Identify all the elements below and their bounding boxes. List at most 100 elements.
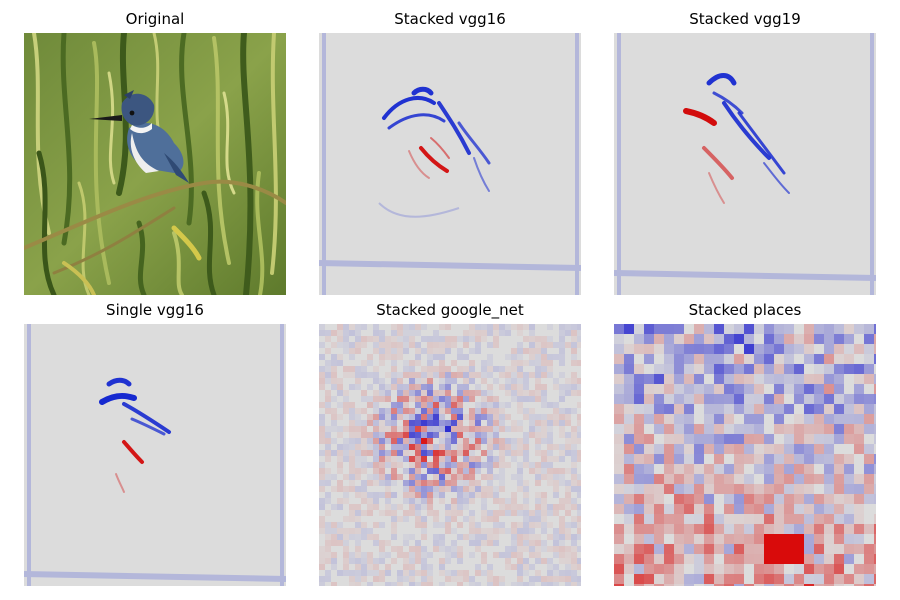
heatmap-cell	[553, 420, 559, 426]
heatmap-cell	[523, 504, 529, 510]
heatmap-cell	[784, 374, 794, 384]
heatmap-cell	[361, 468, 367, 474]
heatmap-cell	[614, 444, 624, 454]
heatmap-cell	[565, 564, 571, 570]
heatmap-stacked-vgg19	[614, 33, 876, 295]
heatmap-cell	[724, 524, 734, 534]
heatmap-cell	[337, 570, 343, 576]
heatmap-cell	[445, 396, 451, 402]
heatmap-cell	[373, 576, 379, 582]
heatmap-cell	[385, 474, 391, 480]
heatmap-cell	[457, 414, 463, 420]
heatmap-cell	[774, 354, 784, 364]
heatmap-cell	[684, 454, 694, 464]
heatmap-cell	[774, 584, 784, 586]
heatmap-cell	[724, 574, 734, 584]
heatmap-cell	[361, 552, 367, 558]
heatmap-cell	[511, 510, 517, 516]
heatmap-cell	[415, 408, 421, 414]
heatmap-cell	[445, 342, 451, 348]
heatmap-cell	[864, 404, 874, 414]
heatmap-cell	[571, 474, 577, 480]
heatmap-cell	[674, 424, 684, 434]
heatmap-cell	[559, 342, 565, 348]
heatmap-cell	[654, 334, 664, 344]
heatmap-cell	[654, 374, 664, 384]
heatmap-cell	[385, 492, 391, 498]
heatmap-cell	[565, 420, 571, 426]
heatmap-cell	[814, 544, 824, 554]
heatmap-cell	[834, 544, 844, 554]
heatmap-cell	[487, 438, 493, 444]
heatmap-cell	[814, 454, 824, 464]
heatmap-cell	[644, 344, 654, 354]
heatmap-cell	[804, 344, 814, 354]
heatmap-cell	[704, 424, 714, 434]
heatmap-cell	[403, 360, 409, 366]
heatmap-cell	[764, 554, 774, 564]
heatmap-cell	[505, 558, 511, 564]
heatmap-cell	[764, 394, 774, 404]
heatmap-cell	[844, 394, 854, 404]
heatmap-cell	[337, 384, 343, 390]
heatmap-cell	[547, 426, 553, 432]
heatmap-cell	[511, 564, 517, 570]
heatmap-cell	[463, 474, 469, 480]
heatmap-cell	[355, 456, 361, 462]
heatmap-cell	[547, 444, 553, 450]
heatmap-cell	[367, 462, 373, 468]
heatmap-cell	[493, 474, 499, 480]
heatmap-cell	[571, 462, 577, 468]
heatmap-cell	[824, 554, 834, 564]
heatmap-cell	[734, 484, 744, 494]
heatmap-cell	[355, 468, 361, 474]
heatmap-cell	[421, 426, 427, 432]
heatmap-cell	[397, 462, 403, 468]
heatmap-cell	[535, 492, 541, 498]
heatmap-cell	[487, 570, 493, 576]
heatmap-cell	[445, 420, 451, 426]
heatmap-cell	[469, 438, 475, 444]
heatmap-cell	[493, 426, 499, 432]
heatmap-cell	[319, 330, 325, 336]
heatmap-cell	[373, 378, 379, 384]
heatmap-cell	[469, 498, 475, 504]
heatmap-cell	[517, 582, 523, 586]
heatmap-cell	[421, 420, 427, 426]
heatmap-cell	[457, 558, 463, 564]
heatmap-cell	[714, 394, 724, 404]
heatmap-cell	[644, 394, 654, 404]
heatmap-cell	[684, 364, 694, 374]
heatmap-cell	[331, 582, 337, 586]
heatmap-cell	[391, 546, 397, 552]
heatmap-cell	[469, 360, 475, 366]
heatmap-cell	[624, 374, 634, 384]
heatmap-cell	[481, 498, 487, 504]
heatmap-cell	[565, 486, 571, 492]
heatmap-cell	[523, 372, 529, 378]
heatmap-cell	[325, 348, 331, 354]
heatmap-cell	[427, 438, 433, 444]
heatmap-cell	[674, 474, 684, 484]
heatmap-cell	[475, 486, 481, 492]
heatmap-cell	[337, 360, 343, 366]
heatmap-cell	[451, 498, 457, 504]
heatmap-cell	[764, 344, 774, 354]
heatmap-cell	[535, 558, 541, 564]
heatmap-cell	[614, 534, 624, 544]
heatmap-cell	[475, 438, 481, 444]
heatmap-cell	[319, 504, 325, 510]
heatmap-cell	[724, 554, 734, 564]
heatmap-cell	[535, 540, 541, 546]
heatmap-cell	[774, 464, 784, 474]
heatmap-cell	[403, 480, 409, 486]
heatmap-cell	[614, 574, 624, 584]
heatmap-cell	[469, 582, 475, 586]
heatmap-cell	[457, 480, 463, 486]
heatmap-cell	[794, 544, 804, 554]
heatmap-cell	[844, 494, 854, 504]
heatmap-cell	[457, 438, 463, 444]
heatmap-cell	[535, 414, 541, 420]
heatmap-cell	[373, 390, 379, 396]
heatmap-cell	[535, 336, 541, 342]
